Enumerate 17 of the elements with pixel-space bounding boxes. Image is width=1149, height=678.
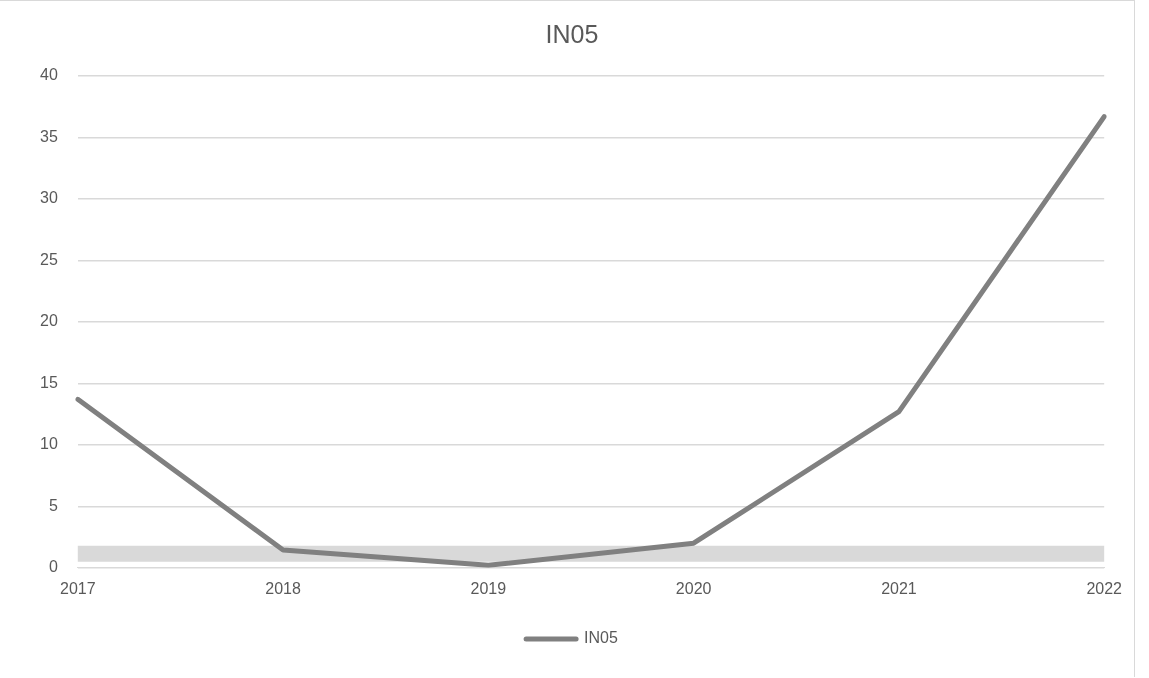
y-tick-label: 10: [40, 435, 58, 453]
x-tick-label: 2017: [60, 579, 96, 597]
x-tick-label: 2019: [470, 579, 507, 597]
y-tick-label: 35: [40, 127, 58, 145]
y-tick-label: 5: [48, 496, 58, 514]
legend-label: IN05: [584, 629, 618, 647]
y-tick-label: 20: [40, 312, 58, 330]
y-tick-label: 15: [40, 373, 58, 391]
x-tick-label: 2022: [1086, 579, 1123, 597]
x-tick-label: 2018: [265, 579, 301, 597]
x-tick-label: 2021: [881, 579, 917, 597]
y-tick-label: 30: [40, 189, 58, 207]
x-tick-label: 2020: [675, 579, 712, 597]
y-tick-label: 25: [40, 250, 58, 268]
y-tick-label: 0: [48, 558, 58, 576]
chart-title: IN05: [545, 19, 599, 48]
y-tick-label: 40: [40, 66, 58, 84]
